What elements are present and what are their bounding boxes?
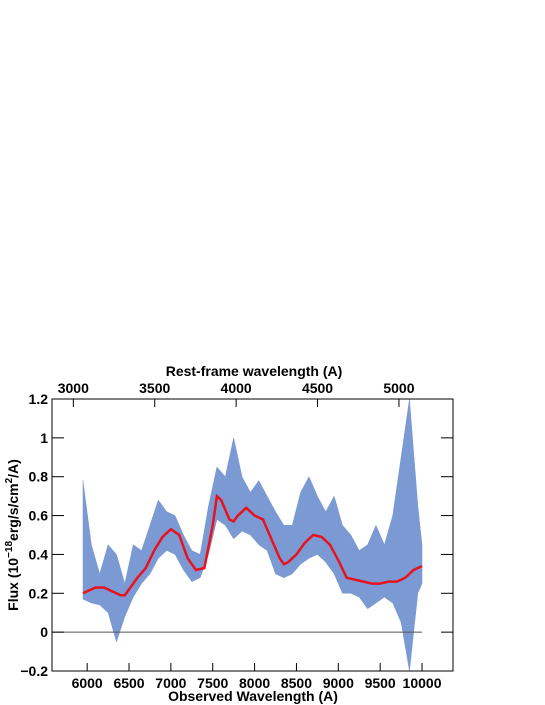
y-title-part: Flux (10 [5,558,21,611]
y-tick-label: 1 [40,430,48,446]
x-tick-label: 8500 [281,675,312,691]
plot-frame [51,398,454,672]
top-tick-label: 4500 [302,380,333,396]
y-tick-label: 0 [40,624,48,640]
top-axis-title: Rest-frame wavelength (A) [166,363,343,379]
top-tick-label: 3000 [58,380,89,396]
y-tick-label: 0.2 [29,585,49,601]
x-tick-label: 9000 [323,675,354,691]
top-tick-label: 3500 [139,380,170,396]
y-tick-label: 0.8 [29,469,49,485]
x-tick-label: 6500 [113,675,144,691]
y-tick-label: −0.2 [20,663,48,679]
y-title-sup: 2 [4,477,15,483]
y-axis-title: Flux (10−18erg/s/cm2/A) [4,459,21,611]
x-tick-label: 10000 [403,675,442,691]
top-tick-label: 5000 [383,380,414,396]
flux-band [82,398,423,672]
y-title-part: /A) [5,459,21,478]
y-tick-label: 0.4 [29,546,49,562]
y-title-part: erg/s/cm [5,483,21,541]
x-tick-label: 9500 [365,675,396,691]
y-title-sup: −18 [4,541,15,558]
y-tick-label: 0.6 [29,508,49,524]
x-axis-title: Observed Wavelength (A) [168,688,338,704]
top-tick-label: 4000 [221,380,252,396]
x-tick-label: 6000 [72,675,103,691]
smooth-line [82,493,423,597]
x-tick-label: 7000 [155,675,186,691]
y-tick-label: 1.2 [29,391,49,407]
x-tick-label: 7500 [197,675,228,691]
x-tick-label: 8000 [239,675,270,691]
